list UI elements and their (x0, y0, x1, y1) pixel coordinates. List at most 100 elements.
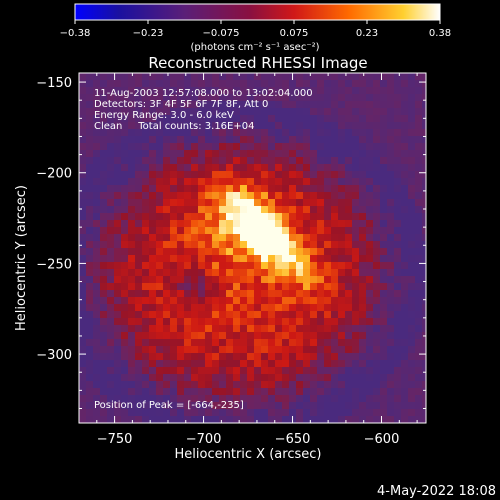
heatmap-cell (408, 297, 416, 305)
heatmap-cell (387, 388, 395, 396)
heatmap-cell (149, 283, 157, 291)
heatmap-cell (380, 80, 388, 88)
heatmap-cell (79, 283, 87, 291)
heatmap-cell (380, 220, 388, 228)
heatmap-cell (310, 234, 318, 242)
heatmap-cell (247, 360, 255, 368)
heatmap-cell (128, 171, 136, 179)
heatmap-cell (352, 395, 360, 403)
heatmap-cell (324, 311, 332, 319)
heatmap-cell (352, 206, 360, 214)
heatmap-cell (422, 220, 426, 228)
heatmap-cell (345, 346, 353, 354)
heatmap-cell (205, 311, 213, 319)
heatmap-cell (359, 409, 367, 417)
heatmap-cell (114, 374, 122, 382)
heatmap-cell (149, 171, 157, 179)
heatmap-cell (226, 129, 234, 137)
heatmap-cell (156, 332, 164, 340)
heatmap-cell (296, 255, 304, 263)
heatmap-cell (79, 143, 87, 151)
heatmap-cell (268, 136, 276, 144)
heatmap-cell (205, 136, 213, 144)
heatmap-cell (205, 346, 213, 354)
heatmap-cell (324, 108, 332, 116)
heatmap-cell (352, 94, 360, 102)
heatmap-cell (93, 388, 101, 396)
heatmap-cell (233, 206, 241, 214)
heatmap-cell (394, 339, 402, 347)
heatmap-cell (373, 150, 381, 158)
heatmap-cell (247, 290, 255, 298)
heatmap-cell (324, 199, 332, 207)
heatmap-cell (233, 262, 241, 270)
heatmap-cell (324, 339, 332, 347)
heatmap-cell (114, 150, 122, 158)
heatmap-cell (121, 234, 129, 242)
heatmap-cell (268, 234, 276, 242)
heatmap-cell (184, 346, 192, 354)
heatmap-cell (268, 318, 276, 326)
heatmap-cell (100, 353, 108, 361)
heatmap-cell (331, 206, 339, 214)
heatmap-cell (254, 255, 262, 263)
heatmap-cell (296, 213, 304, 221)
heatmap-cell (233, 311, 241, 319)
heatmap-cell (142, 178, 150, 186)
heatmap-cell (156, 87, 164, 95)
heatmap-cell (198, 241, 206, 249)
heatmap-cell (128, 346, 136, 354)
heatmap-cell (415, 290, 423, 298)
heatmap-cell (142, 94, 150, 102)
heatmap-cell (275, 185, 283, 193)
heatmap-cell (149, 360, 157, 368)
heatmap-cell (198, 185, 206, 193)
heatmap-cell (114, 395, 122, 403)
heatmap-cell (247, 136, 255, 144)
heatmap-cell (184, 248, 192, 256)
heatmap-cell (282, 234, 290, 242)
heatmap-cell (387, 248, 395, 256)
heatmap-cell (114, 164, 122, 172)
heatmap-cell (219, 234, 227, 242)
heatmap-cell (163, 227, 171, 235)
heatmap-cell (387, 346, 395, 354)
heatmap-cell (149, 164, 157, 172)
heatmap-cell (86, 339, 94, 347)
heatmap-cell (177, 80, 185, 88)
heatmap-cell (177, 409, 185, 417)
heatmap-cell (373, 206, 381, 214)
heatmap-cell (296, 269, 304, 277)
heatmap-cell (254, 360, 262, 368)
heatmap-cell (156, 115, 164, 123)
heatmap-cell (177, 332, 185, 340)
heatmap-cell (121, 213, 129, 221)
heatmap-cell (93, 276, 101, 284)
heatmap-cell (114, 115, 122, 123)
heatmap-cell (93, 136, 101, 144)
heatmap-cell (86, 416, 94, 423)
heatmap-cell (86, 241, 94, 249)
heatmap-cell (79, 360, 87, 368)
heatmap-cell (387, 143, 395, 151)
heatmap-cell (191, 416, 199, 423)
heatmap-cell (212, 374, 220, 382)
heatmap-cell (247, 395, 255, 403)
heatmap-cell (380, 115, 388, 123)
heatmap-cell (205, 409, 213, 417)
heatmap-cell (205, 192, 213, 200)
heatmap-cell (331, 157, 339, 165)
heatmap-cell (275, 234, 283, 242)
heatmap-cell (135, 388, 143, 396)
heatmap-cell (107, 227, 115, 235)
heatmap-cell (86, 290, 94, 298)
heatmap-cell (170, 388, 178, 396)
heatmap-cell (331, 171, 339, 179)
heatmap-cell (254, 80, 262, 88)
heatmap-cell (422, 381, 426, 389)
heatmap-cell (233, 409, 241, 417)
heatmap-cell (345, 185, 353, 193)
heatmap-cell (310, 297, 318, 305)
heatmap-cell (156, 150, 164, 158)
heatmap-cell (296, 108, 304, 116)
